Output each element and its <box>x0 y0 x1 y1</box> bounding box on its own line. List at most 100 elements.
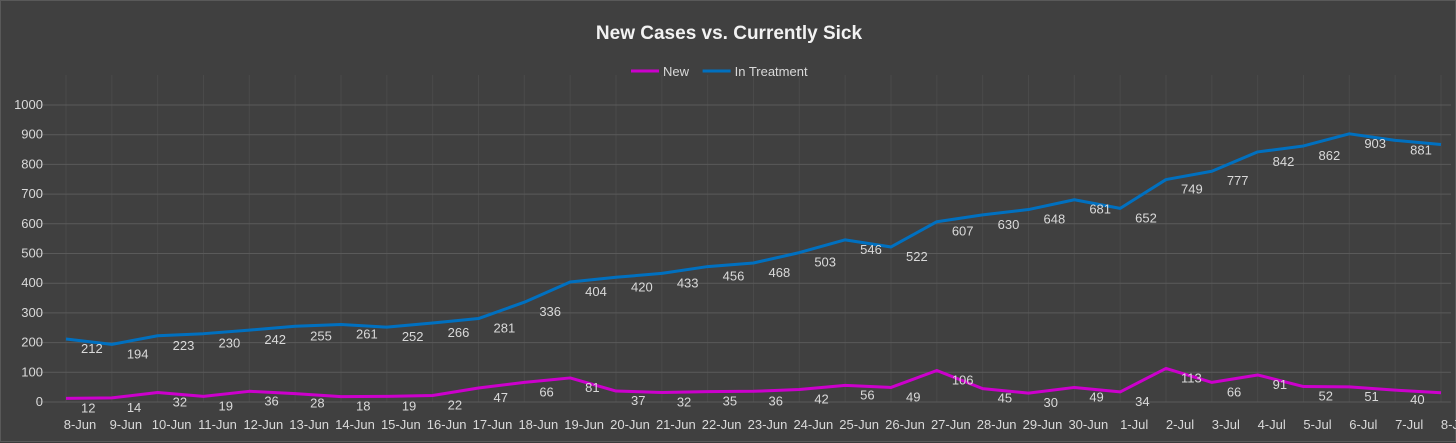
x-tick-label: 30-Jun <box>1068 417 1108 432</box>
x-tick-label: 3-Jul <box>1212 417 1240 432</box>
x-tick-label: 8-Jul <box>1441 417 1456 432</box>
data-label: 40 <box>1410 392 1424 407</box>
x-axis-ticks: 8-Jun 9-Jun 10-Jun 11-Jun 12-Jun 13-Jun 14-Jun… <box>64 417 1456 432</box>
x-tick-label: 9-Jun <box>110 417 143 432</box>
series-layer <box>65 132 1442 400</box>
data-label: 630 <box>998 217 1020 232</box>
data-label: 36 <box>769 393 783 408</box>
data-label: 19 <box>219 398 233 413</box>
data-label: 32 <box>173 394 187 409</box>
data-label: 842 <box>1273 154 1295 169</box>
x-tick-label: 24-Jun <box>793 417 833 432</box>
data-label: 681 <box>1089 202 1111 217</box>
y-tick-label: 300 <box>21 305 43 320</box>
data-label: 252 <box>402 329 424 344</box>
data-label: 52 <box>1319 389 1333 404</box>
data-label: 14 <box>127 400 141 415</box>
data-label: 194 <box>127 346 149 361</box>
data-label: 18 <box>356 399 370 414</box>
data-label: 113 <box>1181 370 1202 385</box>
data-label: 456 <box>723 269 745 284</box>
y-tick-label: 900 <box>21 127 43 142</box>
x-tick-label: 28-Jun <box>977 417 1017 432</box>
data-label: 51 <box>1364 389 1378 404</box>
data-label: 49 <box>906 389 920 404</box>
data-label: 106 <box>952 373 974 388</box>
data-label: 37 <box>631 393 645 408</box>
x-tick-label: 29-Jun <box>1023 417 1063 432</box>
data-label: 242 <box>264 332 286 347</box>
x-tick-label: 6-Jul <box>1349 417 1377 432</box>
data-label: 36 <box>264 393 278 408</box>
data-label: 420 <box>631 279 653 294</box>
data-label: 281 <box>494 321 516 336</box>
y-tick-label: 600 <box>21 216 43 231</box>
x-tick-label: 4-Jul <box>1258 417 1286 432</box>
data-label: 903 <box>1364 136 1386 151</box>
data-label: 881 <box>1410 142 1432 157</box>
data-label: 66 <box>1227 384 1241 399</box>
y-tick-label: 100 <box>21 364 43 379</box>
x-tick-label: 14-Jun <box>335 417 375 432</box>
grid-layer <box>36 75 1451 403</box>
data-label: 12 <box>81 400 95 415</box>
data-label: 35 <box>723 394 737 409</box>
data-label: 404 <box>585 284 607 299</box>
data-label: 433 <box>677 275 699 290</box>
y-tick-label: 700 <box>21 186 43 201</box>
data-label: 261 <box>356 326 378 341</box>
x-tick-label: 15-Jun <box>381 417 421 432</box>
x-tick-label: 1-Jul <box>1120 417 1148 432</box>
x-tick-label: 12-Jun <box>243 417 283 432</box>
data-label: 32 <box>677 394 691 409</box>
y-tick-label: 800 <box>21 156 43 171</box>
data-label: 749 <box>1181 182 1203 197</box>
data-label: 22 <box>448 397 462 412</box>
data-label: 468 <box>769 265 791 280</box>
y-tick-label: 0 <box>36 394 43 409</box>
data-label: 28 <box>310 396 324 411</box>
data-label: 19 <box>402 398 416 413</box>
data-label: 223 <box>173 338 195 353</box>
x-tick-label: 2-Jul <box>1166 417 1194 432</box>
x-tick-label: 5-Jul <box>1303 417 1331 432</box>
series-line-new <box>65 366 1442 400</box>
x-tick-label: 27-Jun <box>931 417 971 432</box>
data-label: 522 <box>906 249 928 264</box>
data-label: 607 <box>952 224 974 239</box>
x-tick-label: 8-Jun <box>64 417 97 432</box>
chart-title: New Cases vs. Currently Sick <box>596 23 863 44</box>
data-label: 862 <box>1319 148 1341 163</box>
data-label: 30 <box>1044 395 1058 410</box>
data-label: 56 <box>860 387 874 402</box>
y-tick-label: 200 <box>21 335 43 350</box>
legend-label: New <box>663 64 690 79</box>
x-tick-label: 26-Jun <box>885 417 925 432</box>
data-label: 266 <box>448 325 470 340</box>
data-label: 81 <box>585 380 599 395</box>
x-tick-label: 22-Jun <box>702 417 742 432</box>
data-label: 546 <box>860 242 882 257</box>
data-label: 49 <box>1089 389 1103 404</box>
y-tick-label: 400 <box>21 275 43 290</box>
data-label: 42 <box>814 392 828 407</box>
x-tick-label: 13-Jun <box>289 417 329 432</box>
y-axis-ticks: 0 100 200 300 400 500 600 700 800 900 1000 <box>14 97 43 409</box>
data-label: 503 <box>814 255 836 270</box>
y-tick-label: 1000 <box>14 97 43 112</box>
x-tick-label: 19-Jun <box>564 417 604 432</box>
x-tick-label: 17-Jun <box>473 417 513 432</box>
x-tick-label: 7-Jul <box>1395 417 1423 432</box>
data-label: 777 <box>1227 173 1249 188</box>
x-tick-label: 16-Jun <box>427 417 467 432</box>
data-label: 648 <box>1044 212 1066 227</box>
data-label: 66 <box>539 384 553 399</box>
data-label: 45 <box>998 391 1012 406</box>
y-tick-label: 500 <box>21 246 43 261</box>
data-label: 255 <box>310 328 332 343</box>
series-line-in-treatment <box>65 132 1442 346</box>
data-label: 34 <box>1135 394 1149 409</box>
legend-label: In Treatment <box>735 64 808 79</box>
